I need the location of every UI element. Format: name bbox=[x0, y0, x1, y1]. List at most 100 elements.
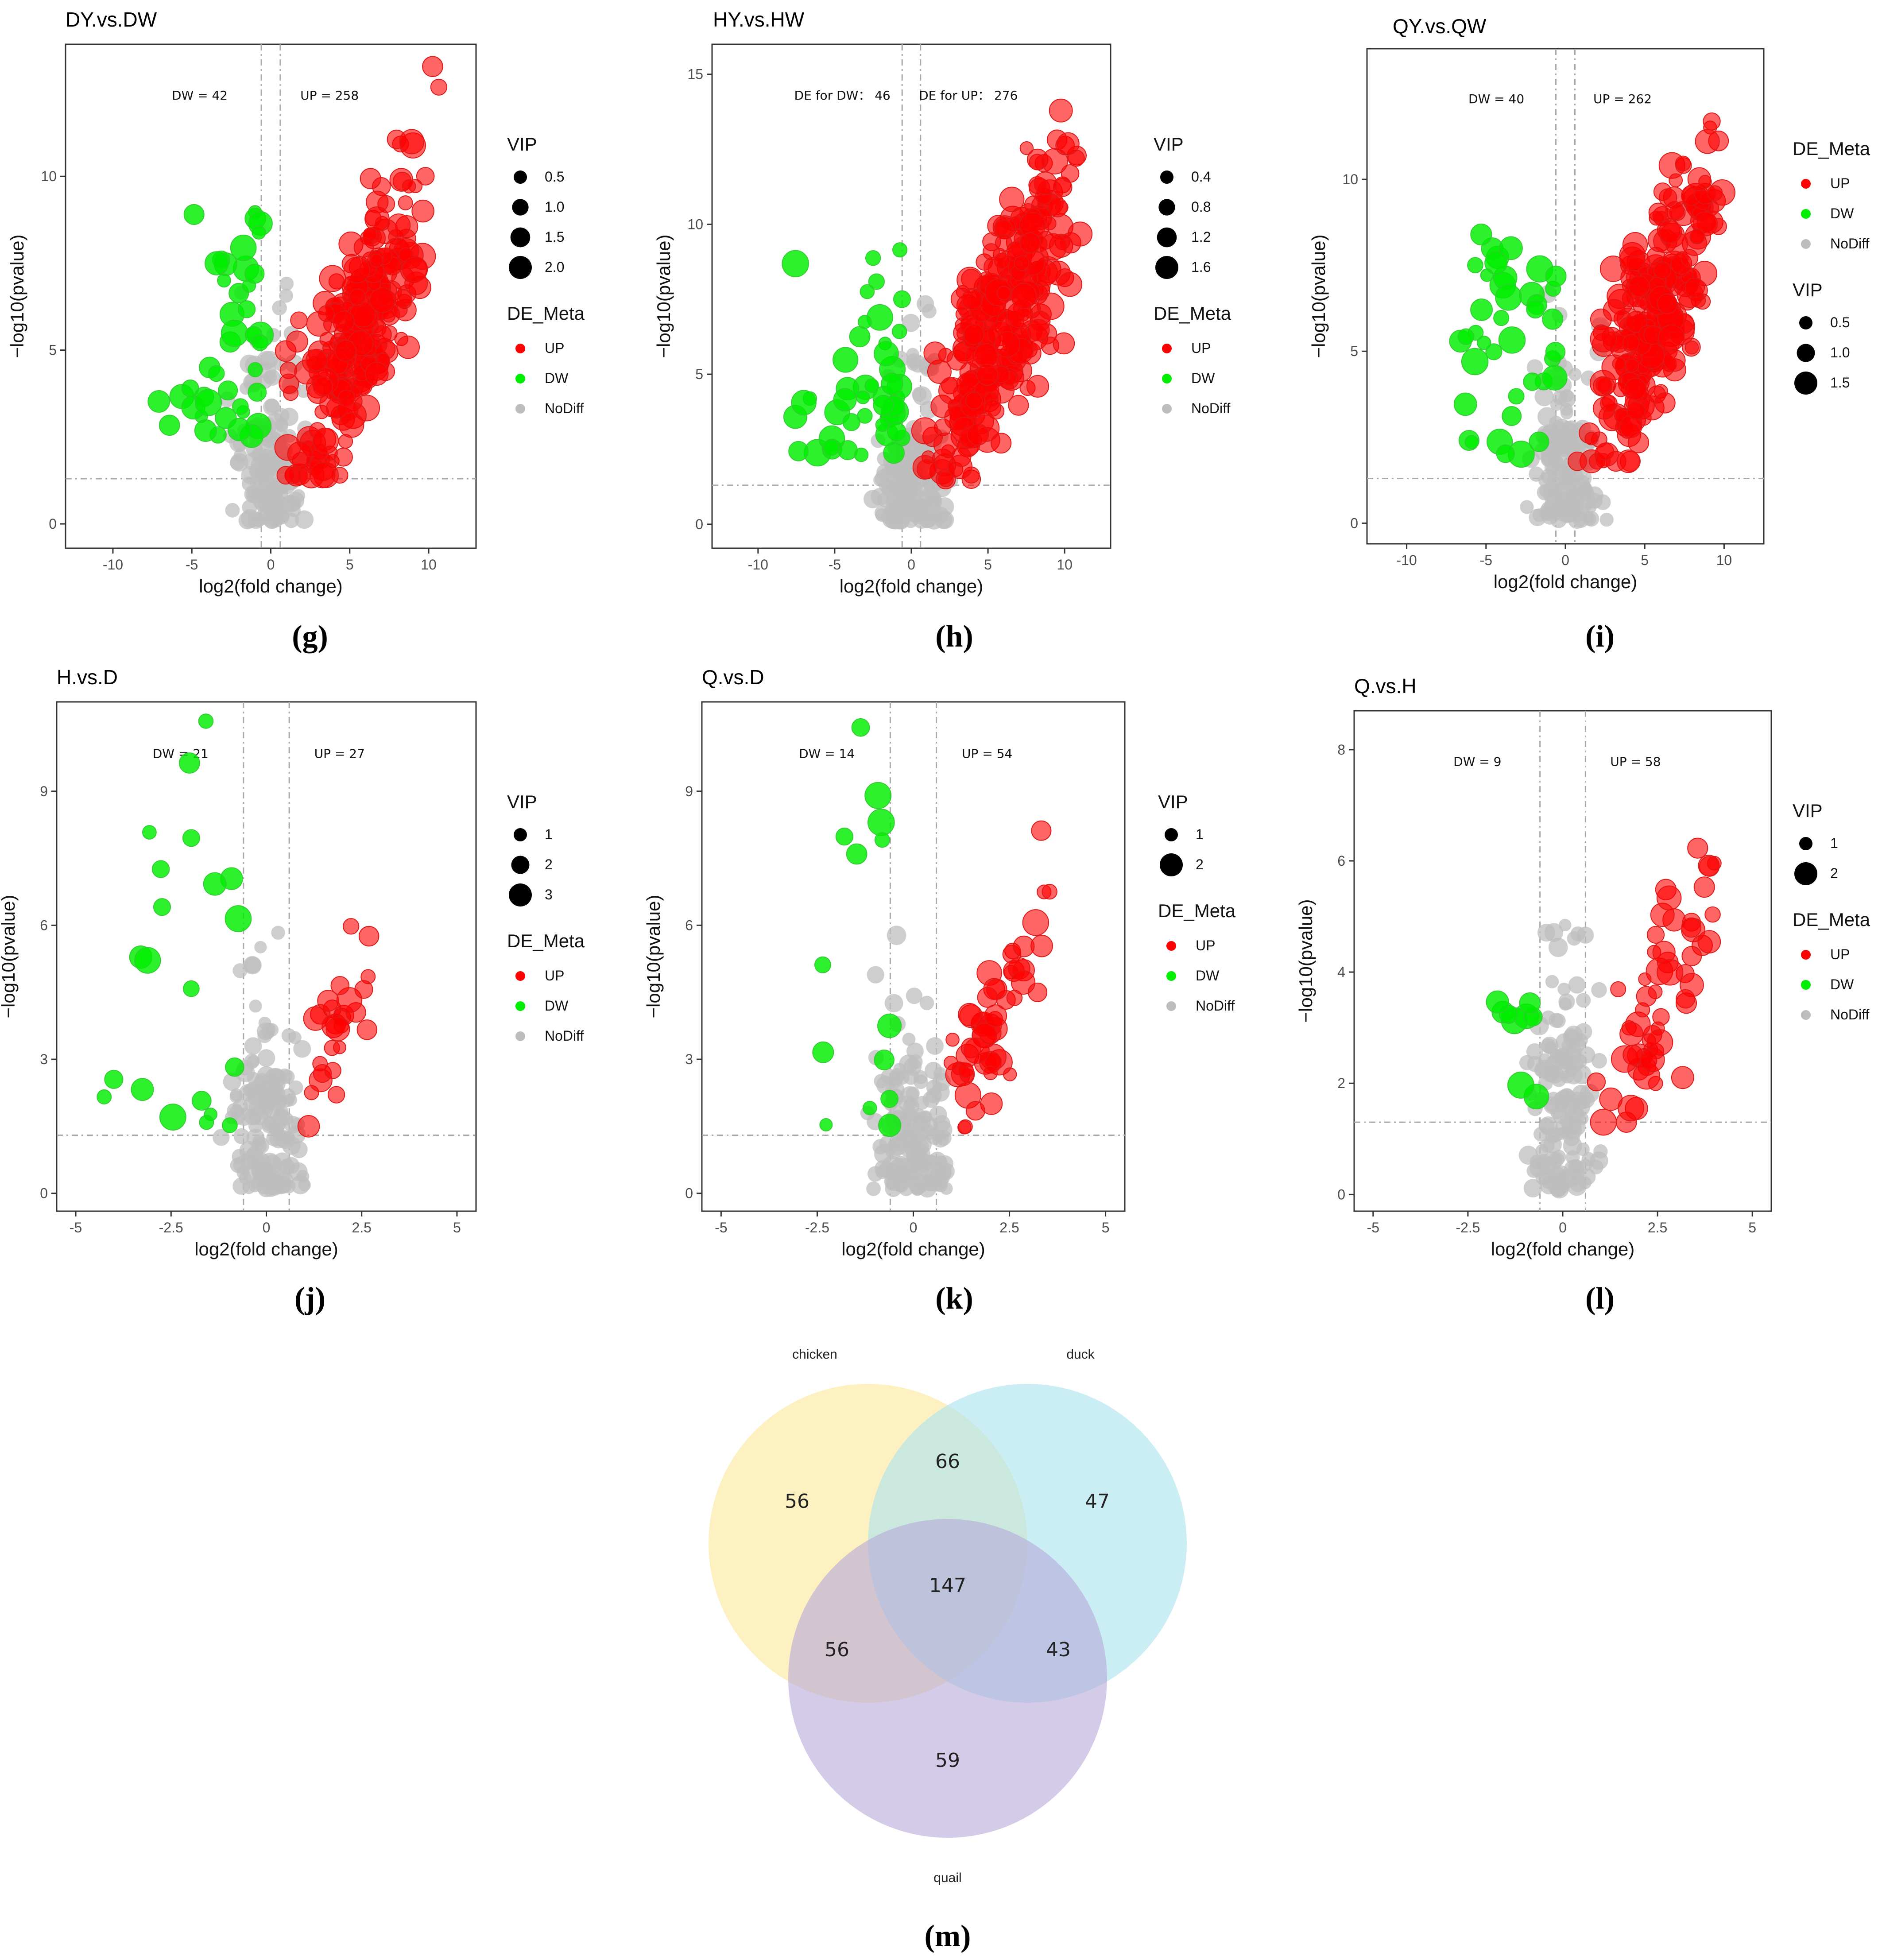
point-up bbox=[319, 332, 335, 347]
point-dw bbox=[814, 956, 831, 973]
point-dw bbox=[183, 204, 205, 225]
point-up bbox=[354, 980, 373, 999]
point-up bbox=[1675, 155, 1691, 171]
point-up bbox=[356, 1019, 378, 1040]
point-dw bbox=[1499, 236, 1523, 260]
point-dw bbox=[880, 1090, 899, 1108]
point-dw bbox=[104, 1069, 124, 1089]
point-up bbox=[1703, 112, 1721, 131]
legend-size-swatch bbox=[1797, 344, 1815, 362]
y-tick-label: 5 bbox=[695, 366, 703, 382]
legend-size-label: 2.0 bbox=[545, 259, 564, 275]
panel-title: Q.vs.D bbox=[702, 666, 764, 689]
point-up bbox=[1590, 1108, 1617, 1136]
y-tick-label: 6 bbox=[40, 917, 48, 933]
legend-color-swatch bbox=[515, 344, 525, 353]
point-nodiff bbox=[1526, 359, 1543, 376]
point-dw bbox=[1545, 265, 1567, 287]
point-dw bbox=[823, 439, 840, 456]
point-up bbox=[976, 364, 999, 386]
point-dw bbox=[874, 341, 899, 366]
point-dw bbox=[205, 251, 229, 275]
legend-color-label: UP bbox=[545, 340, 564, 356]
point-nodiff bbox=[911, 477, 931, 497]
point-dw bbox=[191, 1091, 212, 1111]
point-dw bbox=[878, 1114, 902, 1137]
point-dw bbox=[874, 832, 891, 848]
point-up bbox=[1695, 129, 1720, 154]
point-dw bbox=[1523, 372, 1541, 391]
point-nodiff bbox=[272, 1152, 292, 1171]
point-nodiff bbox=[903, 1119, 922, 1138]
point-nodiff bbox=[1569, 488, 1587, 504]
dw-count-annotation: DW = 42 bbox=[172, 88, 228, 103]
point-up bbox=[1029, 154, 1046, 170]
point-up bbox=[967, 423, 989, 446]
point-up bbox=[1698, 175, 1712, 189]
point-nodiff bbox=[906, 988, 922, 1004]
legend-size-label: 1.6 bbox=[1191, 259, 1211, 275]
point-nodiff bbox=[1591, 982, 1607, 998]
points-layer bbox=[97, 713, 379, 1197]
x-tick-label: -10 bbox=[748, 557, 768, 573]
legend-color-swatch bbox=[515, 374, 525, 383]
panel-label: (j) bbox=[294, 1282, 325, 1316]
point-up bbox=[1603, 299, 1626, 322]
point-up bbox=[1704, 906, 1721, 923]
dw-count-annotation: DW = 9 bbox=[1453, 754, 1501, 769]
point-dw bbox=[833, 347, 859, 373]
point-up bbox=[387, 213, 411, 237]
legend-color-swatch bbox=[1801, 1010, 1811, 1020]
point-nodiff bbox=[1538, 1156, 1557, 1175]
point-dw bbox=[874, 1050, 895, 1070]
legend: DE_Meta UP DW NoDiff VIP 0.5 1.0 1.5 bbox=[1793, 138, 1870, 395]
legend-color-swatch bbox=[515, 1031, 525, 1041]
x-tick-label: 10 bbox=[421, 557, 437, 573]
x-tick-label: -2.5 bbox=[805, 1220, 829, 1236]
point-nodiff bbox=[912, 386, 932, 406]
dw-count-annotation: DE for DW： 46 bbox=[794, 88, 891, 103]
point-up bbox=[951, 446, 972, 467]
y-tick-label: 0 bbox=[1337, 1186, 1345, 1202]
legend-size-label: 0.8 bbox=[1191, 199, 1211, 215]
legend: VIP 1 2 DE_Meta UP DW NoDiff bbox=[1793, 800, 1870, 1023]
point-nodiff bbox=[895, 463, 909, 477]
legend-size-label: 2 bbox=[545, 856, 553, 872]
panel-title: DY.vs.DW bbox=[66, 8, 157, 31]
point-up bbox=[984, 399, 1001, 417]
legend-size-title: VIP bbox=[1793, 279, 1823, 300]
point-nodiff bbox=[225, 503, 240, 518]
point-nodiff bbox=[289, 1162, 308, 1181]
point-dw bbox=[248, 383, 267, 402]
y-tick-label: 5 bbox=[49, 342, 57, 358]
point-up bbox=[430, 78, 448, 96]
point-nodiff bbox=[1527, 1056, 1544, 1073]
legend-color-label: DW bbox=[1196, 968, 1220, 984]
point-dw bbox=[153, 898, 171, 916]
point-up bbox=[309, 462, 336, 488]
y-tick-label: 5 bbox=[1350, 343, 1358, 359]
x-tick-label: 2.5 bbox=[1648, 1220, 1667, 1236]
point-up bbox=[1011, 970, 1036, 995]
point-up bbox=[1042, 883, 1057, 900]
legend-color-swatch bbox=[1801, 950, 1811, 960]
point-dw bbox=[183, 980, 200, 997]
point-nodiff bbox=[241, 466, 259, 484]
point-up bbox=[1654, 392, 1676, 414]
point-up bbox=[1658, 324, 1685, 352]
point-dw bbox=[842, 413, 861, 431]
point-up bbox=[958, 1003, 981, 1026]
legend: VIP 1 2 3 DE_Meta UP DW NoDiff bbox=[507, 791, 585, 1044]
point-nodiff bbox=[1526, 1043, 1543, 1060]
point-nodiff bbox=[919, 995, 934, 1011]
points-layer bbox=[1449, 112, 1735, 529]
point-dw bbox=[237, 300, 256, 318]
point-nodiff bbox=[867, 1166, 883, 1182]
point-up bbox=[349, 288, 366, 306]
point-nodiff bbox=[1558, 993, 1575, 1010]
legend-color-swatch bbox=[1801, 239, 1811, 249]
point-up bbox=[911, 417, 938, 445]
legend-color-label: UP bbox=[545, 968, 564, 984]
legend-size-swatch bbox=[514, 828, 527, 841]
legend-color-title: DE_Meta bbox=[507, 303, 585, 324]
